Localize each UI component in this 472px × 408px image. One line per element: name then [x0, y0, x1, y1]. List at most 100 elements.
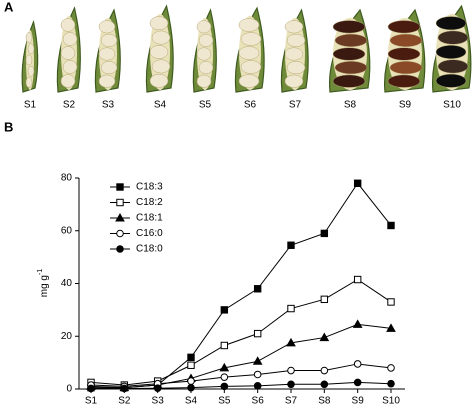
data-point: [220, 306, 229, 314]
data-point: [253, 329, 262, 338]
x-tick-label: S5: [218, 396, 231, 407]
data-point: [187, 377, 195, 385]
data-point: [353, 275, 362, 284]
seed: [286, 33, 306, 47]
series-line: [91, 381, 392, 389]
data-point: [387, 221, 395, 230]
series-line: [90, 363, 392, 387]
data-point: [253, 285, 262, 293]
y-tick-label: 20: [61, 331, 73, 342]
seed: [25, 32, 33, 43]
x-tick-label: S4: [185, 396, 198, 407]
data-point: [219, 362, 230, 372]
seed: [238, 46, 260, 60]
legend-marker: [116, 183, 124, 191]
pod-label: S9: [399, 100, 412, 111]
data-point: [220, 382, 229, 391]
series-line: [90, 278, 392, 386]
y-label-sup: -1: [37, 269, 44, 275]
legend-marker: [116, 245, 124, 253]
pod-label: S3: [102, 100, 115, 111]
seed: [238, 74, 260, 88]
pod-label: S6: [244, 100, 257, 111]
seed: [196, 47, 212, 61]
series-line: [90, 323, 392, 389]
seed: [98, 47, 116, 61]
data-point: [220, 341, 229, 350]
seed: [60, 74, 76, 88]
data-point: [187, 361, 195, 369]
data-point: [153, 384, 162, 393]
data-point: [287, 304, 295, 313]
data-point: [320, 366, 329, 375]
data-point: [120, 384, 129, 393]
seed: [437, 30, 469, 45]
seed: [60, 46, 76, 60]
y-axis-label: mg g-1: [37, 269, 50, 298]
legend-marker: [115, 212, 125, 222]
seed: [25, 77, 33, 88]
data-point: [286, 337, 296, 347]
x-tick-label: S8: [318, 396, 331, 407]
seed: [332, 47, 366, 61]
data-point: [287, 380, 295, 389]
seed: [60, 18, 76, 32]
data-point: [387, 364, 395, 372]
seed: [435, 16, 467, 31]
seed: [196, 20, 212, 34]
data-point: [287, 366, 295, 375]
data-point: [253, 382, 262, 390]
y-tick-label: 0: [66, 384, 72, 395]
seed: [332, 20, 366, 34]
seed: [27, 43, 35, 55]
data-point: [320, 380, 329, 389]
seed: [435, 45, 467, 59]
seed: [149, 73, 169, 88]
seed: [332, 74, 366, 88]
pod-label: S10: [443, 100, 461, 111]
x-tick-label: S1: [85, 396, 98, 407]
seed: [240, 60, 262, 74]
seed: [25, 54, 33, 66]
data-point: [320, 229, 329, 238]
seed: [284, 47, 304, 61]
seed: [100, 61, 118, 75]
seed: [198, 33, 214, 47]
data-point: [353, 179, 362, 187]
y-tick-label: 60: [61, 225, 73, 236]
seed: [334, 33, 368, 47]
x-tick-label: S2: [118, 396, 131, 407]
data-point: [353, 360, 362, 368]
data-point: [253, 370, 262, 379]
data-point: [387, 379, 395, 388]
x-tick-label: S7: [285, 396, 298, 407]
pod-photos: S1 S2 S3 S4 S5 S6 S7 S8 S9 S10: [21, 4, 472, 111]
seed: [98, 20, 116, 34]
seed: [62, 60, 78, 74]
seed: [389, 33, 423, 47]
x-tick-label: S3: [152, 396, 165, 407]
seed: [151, 59, 171, 74]
data-point: [287, 241, 295, 249]
pod-label: S7: [289, 100, 302, 111]
seed: [284, 20, 304, 34]
data-point: [353, 378, 362, 387]
legend-label: C18:1: [136, 213, 163, 224]
pod-label: S4: [154, 100, 167, 111]
legend-label: C18:2: [136, 197, 163, 208]
seed: [435, 73, 467, 88]
seed: [387, 74, 421, 88]
data-point: [386, 323, 396, 332]
legend-label: C18:3: [136, 182, 163, 193]
seed: [387, 20, 421, 34]
data-point: [320, 295, 329, 304]
seed: [149, 45, 169, 59]
legend-marker: [116, 198, 124, 207]
y-tick-label: 80: [61, 173, 73, 184]
data-point: [187, 383, 195, 392]
chart: 0 20 40 60 80 S1 S2 S3 S4 S5 S6 S7 S8 S9 S10 mg g-1 C18:…: [37, 173, 405, 407]
pod-label: S1: [24, 100, 37, 111]
data-point: [220, 373, 229, 381]
